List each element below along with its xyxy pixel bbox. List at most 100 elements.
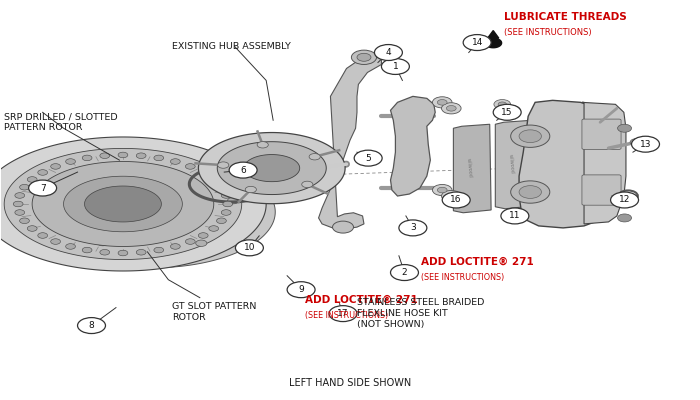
- Circle shape: [154, 155, 164, 161]
- Circle shape: [257, 142, 268, 148]
- Circle shape: [66, 244, 76, 249]
- Circle shape: [382, 58, 409, 74]
- Circle shape: [329, 306, 357, 322]
- Circle shape: [610, 192, 638, 208]
- Polygon shape: [496, 120, 533, 209]
- Text: 16: 16: [450, 196, 462, 204]
- Circle shape: [136, 153, 146, 158]
- Circle shape: [82, 247, 92, 253]
- Circle shape: [15, 193, 24, 198]
- Text: SRP DRILLED / SLOTTED
PATTERN ROTOR: SRP DRILLED / SLOTTED PATTERN ROTOR: [4, 112, 118, 132]
- Circle shape: [631, 136, 659, 152]
- Circle shape: [630, 139, 643, 146]
- Text: wilwood: wilwood: [508, 154, 514, 174]
- Text: 5: 5: [365, 154, 371, 163]
- Circle shape: [20, 218, 29, 224]
- Circle shape: [218, 162, 229, 168]
- Text: (SEE INSTRUCTIONS): (SEE INSTRUCTIONS): [504, 28, 592, 37]
- Circle shape: [447, 106, 456, 111]
- Circle shape: [100, 153, 110, 158]
- Circle shape: [82, 155, 92, 161]
- Polygon shape: [454, 124, 491, 213]
- Polygon shape: [4, 148, 241, 260]
- Circle shape: [68, 196, 79, 203]
- Circle shape: [216, 184, 226, 190]
- Circle shape: [438, 187, 447, 193]
- Circle shape: [221, 193, 231, 198]
- Circle shape: [209, 177, 218, 182]
- Circle shape: [433, 184, 452, 196]
- Text: 1: 1: [393, 62, 398, 71]
- Circle shape: [442, 103, 461, 114]
- Circle shape: [332, 221, 354, 233]
- Circle shape: [27, 177, 37, 182]
- Circle shape: [442, 190, 461, 202]
- Text: 3: 3: [410, 224, 416, 232]
- Circle shape: [447, 193, 456, 199]
- Text: GT SLOT PATTERN
ROTOR: GT SLOT PATTERN ROTOR: [172, 302, 256, 322]
- Circle shape: [302, 181, 313, 188]
- Text: LUBRICATE THREADS: LUBRICATE THREADS: [504, 12, 626, 22]
- Text: 7: 7: [40, 184, 46, 192]
- Text: 9: 9: [298, 285, 304, 294]
- Circle shape: [351, 50, 377, 64]
- Polygon shape: [85, 186, 162, 222]
- Polygon shape: [0, 137, 266, 271]
- Polygon shape: [64, 176, 182, 232]
- Circle shape: [309, 154, 321, 160]
- Circle shape: [50, 164, 60, 169]
- Text: LEFT HAND SIDE SHOWN: LEFT HAND SIDE SHOWN: [289, 378, 411, 388]
- Circle shape: [519, 186, 541, 198]
- Text: 11: 11: [509, 212, 521, 220]
- Circle shape: [118, 152, 128, 158]
- Text: ADD LOCTITE® 271: ADD LOCTITE® 271: [304, 295, 417, 305]
- Text: ADD LOCTITE® 271: ADD LOCTITE® 271: [421, 257, 533, 267]
- Circle shape: [501, 208, 528, 224]
- Text: 14: 14: [472, 38, 483, 47]
- Circle shape: [221, 210, 231, 215]
- Circle shape: [118, 250, 128, 256]
- Circle shape: [97, 240, 108, 246]
- Text: 2: 2: [402, 268, 407, 277]
- Circle shape: [245, 186, 256, 193]
- Text: (SEE INSTRUCTIONS): (SEE INSTRUCTIONS): [304, 311, 388, 320]
- Circle shape: [357, 53, 371, 61]
- Text: 4: 4: [386, 48, 391, 57]
- Circle shape: [78, 318, 106, 334]
- Circle shape: [511, 181, 550, 203]
- Polygon shape: [198, 132, 345, 204]
- Circle shape: [391, 264, 419, 280]
- Circle shape: [228, 198, 239, 204]
- Circle shape: [438, 100, 447, 105]
- Circle shape: [171, 244, 180, 249]
- Polygon shape: [31, 156, 275, 268]
- Circle shape: [198, 170, 208, 175]
- Text: 6: 6: [240, 166, 246, 175]
- Circle shape: [494, 100, 511, 109]
- Text: 13: 13: [640, 140, 651, 149]
- Circle shape: [399, 220, 427, 236]
- Circle shape: [223, 201, 232, 207]
- Circle shape: [494, 104, 522, 120]
- Circle shape: [100, 250, 110, 255]
- Circle shape: [508, 108, 517, 113]
- Circle shape: [148, 170, 160, 177]
- Circle shape: [617, 214, 631, 222]
- Circle shape: [38, 233, 48, 238]
- Polygon shape: [488, 30, 499, 38]
- Polygon shape: [582, 102, 626, 224]
- Circle shape: [29, 180, 57, 196]
- Circle shape: [136, 250, 146, 255]
- Circle shape: [354, 150, 382, 166]
- Circle shape: [13, 201, 23, 207]
- Circle shape: [617, 124, 631, 132]
- Polygon shape: [391, 96, 435, 196]
- Circle shape: [374, 44, 402, 60]
- Text: STAINLESS STEEL BRAIDED
FLEXLINE HOSE KIT
(NOT SHOWN): STAINLESS STEEL BRAIDED FLEXLINE HOSE KI…: [357, 298, 484, 329]
- Polygon shape: [111, 193, 195, 231]
- Circle shape: [463, 34, 491, 50]
- Text: 10: 10: [244, 243, 255, 252]
- Circle shape: [498, 102, 507, 107]
- Polygon shape: [485, 38, 502, 48]
- Polygon shape: [32, 162, 214, 246]
